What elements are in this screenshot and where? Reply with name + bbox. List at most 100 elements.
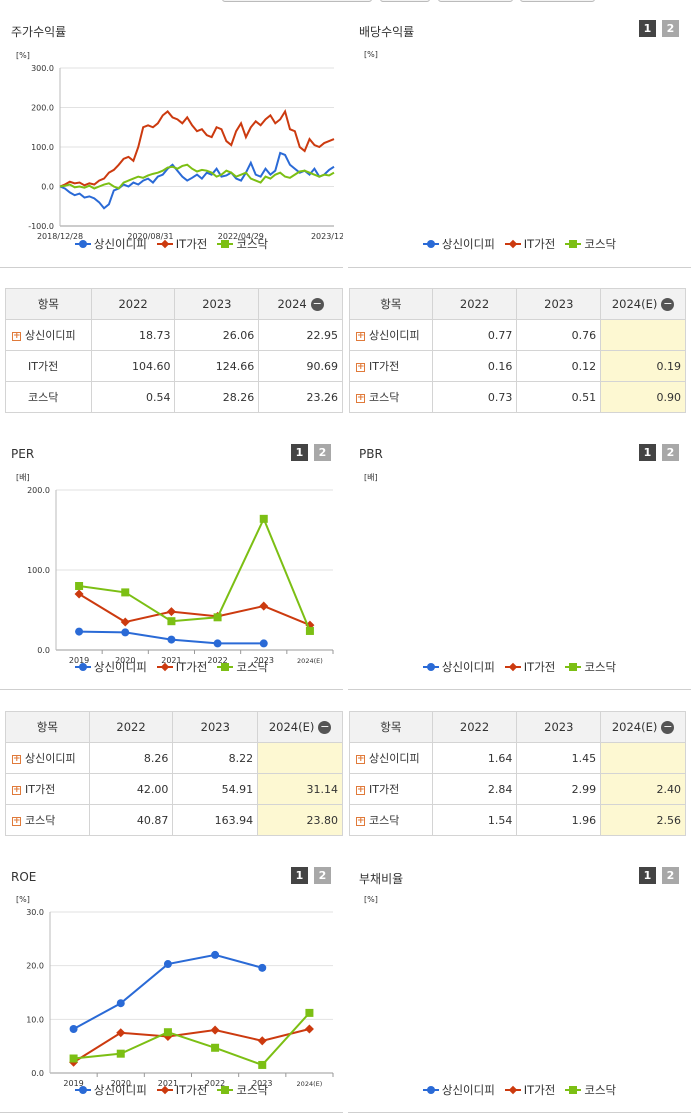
legend-item-s3: 코스닥 <box>565 659 616 675</box>
expand-icon[interactable]: + <box>356 815 365 826</box>
table-cell: 28.26 <box>174 381 260 413</box>
data-point-s1[interactable] <box>75 627 84 636</box>
table-cell: 104.60 <box>90 350 176 382</box>
data-point-s2[interactable] <box>210 1025 220 1035</box>
data-point-s2[interactable] <box>74 589 84 599</box>
expand-icon[interactable]: + <box>356 753 365 764</box>
top-tab-button[interactable] <box>520 0 595 2</box>
data-point-s3[interactable] <box>121 588 130 597</box>
data-point-s1[interactable] <box>116 999 125 1008</box>
row-name[interactable]: 코스닥 <box>5 381 92 413</box>
view-2-button[interactable]: 2 <box>314 867 331 884</box>
data-point-s3[interactable] <box>213 613 222 622</box>
data-point-s1[interactable] <box>69 1024 78 1033</box>
table-row: + IT가전 42.00 54.91 31.14 <box>5 773 343 805</box>
view-1-button[interactable]: 1 <box>291 867 308 884</box>
view-1-button[interactable]: 1 <box>639 20 656 37</box>
data-point-s1[interactable] <box>163 960 172 969</box>
top-tab-button[interactable] <box>380 0 430 2</box>
data-point-s1[interactable] <box>213 639 222 648</box>
expand-icon[interactable]: + <box>12 784 21 795</box>
chart-legend: 상신이디피 IT가전 코스닥 <box>348 236 691 252</box>
square-marker-icon <box>565 1086 582 1094</box>
data-point-s3[interactable] <box>163 1028 172 1037</box>
view-2-button[interactable]: 2 <box>662 867 679 884</box>
data-point-s3[interactable] <box>258 1060 267 1069</box>
data-point-s1[interactable] <box>259 639 268 648</box>
view-2-button[interactable]: 2 <box>314 444 331 461</box>
expand-icon[interactable]: + <box>356 330 365 341</box>
row-name[interactable]: + IT가전 <box>5 773 90 805</box>
data-point-s2[interactable] <box>259 601 269 611</box>
y-tick-label: -100.0 <box>28 222 54 231</box>
data-point-s2[interactable] <box>120 617 130 627</box>
expand-icon[interactable]: + <box>356 361 365 372</box>
expand-icon[interactable]: + <box>12 330 21 341</box>
data-point-s3[interactable] <box>305 626 314 635</box>
data-point-s3[interactable] <box>259 514 268 523</box>
circle-marker-icon <box>74 240 91 248</box>
row-name[interactable]: + 코스닥 <box>349 381 433 413</box>
table-cell: 0.12 <box>516 350 602 382</box>
legend-label: IT가전 <box>523 1083 556 1097</box>
data-point-s1[interactable] <box>258 963 267 972</box>
row-name[interactable]: + 상신이디피 <box>349 742 433 774</box>
view-1-button[interactable]: 1 <box>639 867 656 884</box>
view-2-button[interactable]: 2 <box>662 20 679 37</box>
data-point-s2[interactable] <box>304 1024 314 1034</box>
top-tab-button[interactable] <box>222 0 372 2</box>
data-point-s2[interactable] <box>116 1028 126 1038</box>
data-point-s3[interactable] <box>167 617 176 626</box>
data-point-s2[interactable] <box>257 1036 267 1046</box>
x-tick-label: 2023 <box>254 656 274 665</box>
y-unit-label: [%] <box>16 51 30 60</box>
top-tab-button[interactable] <box>438 0 513 2</box>
data-point-s3[interactable] <box>69 1054 78 1063</box>
row-name[interactable]: + 코스닥 <box>5 804 90 836</box>
data-point-s3[interactable] <box>75 582 84 590</box>
row-name[interactable]: + IT가전 <box>349 773 433 805</box>
row-name[interactable]: + IT가전 <box>349 350 433 382</box>
table-cell: 0.90 <box>600 381 686 413</box>
data-point-s1[interactable] <box>211 950 220 959</box>
table-cell <box>600 319 686 351</box>
row-name[interactable]: + 코스닥 <box>349 804 433 836</box>
data-point-s3[interactable] <box>305 1008 314 1017</box>
row-name[interactable]: + 상신이디피 <box>5 319 92 351</box>
table-cell: 42.00 <box>88 773 174 805</box>
collapse-icon[interactable]: − <box>318 720 332 734</box>
expand-icon[interactable]: + <box>356 392 365 403</box>
expand-icon[interactable]: + <box>12 815 21 826</box>
table-row: + 코스닥 0.73 0.51 0.90 <box>349 381 686 413</box>
row-name[interactable]: + 상신이디피 <box>5 742 90 774</box>
table-header-cell: 2024(E) − <box>600 288 686 320</box>
data-table-per: 항목 2022 2023 2024(E) − + 상신이디피 8.26 8.22 + IT가전 42.… <box>5 711 343 836</box>
view-1-button[interactable]: 1 <box>639 444 656 461</box>
x-tick-label: 2021 <box>158 1079 178 1088</box>
legend-label: 코스닥 <box>236 1083 269 1097</box>
x-tick-label: 2023/12/28 <box>311 232 343 241</box>
table-cell: 1.64 <box>431 742 518 774</box>
expand-icon[interactable]: + <box>356 784 365 795</box>
table-cell: 1.54 <box>431 804 518 836</box>
row-name[interactable]: + 상신이디피 <box>349 319 433 351</box>
data-point-s1[interactable] <box>167 635 176 644</box>
y-tick-label: 200.0 <box>31 104 54 113</box>
chart-legend: 상신이디피 IT가전 코스닥 <box>0 659 343 675</box>
table-cell: 0.19 <box>600 350 686 382</box>
chart-legend: 상신이디피 IT가전 코스닥 <box>0 1082 343 1098</box>
collapse-icon[interactable]: − <box>310 297 324 311</box>
data-point-s3[interactable] <box>116 1049 125 1058</box>
view-1-button[interactable]: 1 <box>291 444 308 461</box>
collapse-icon[interactable]: − <box>661 297 675 311</box>
data-point-s1[interactable] <box>121 628 130 637</box>
row-name[interactable]: IT가전 <box>5 350 92 382</box>
legend-item-s1: 상신이디피 <box>74 236 147 252</box>
top-strip <box>0 0 691 4</box>
view-2-button[interactable]: 2 <box>662 444 679 461</box>
expand-icon[interactable]: + <box>12 753 21 764</box>
data-point-s3[interactable] <box>211 1043 220 1052</box>
data-point-s2[interactable] <box>166 607 176 617</box>
collapse-icon[interactable]: − <box>661 720 675 734</box>
data-table-dividend: 항목 2022 2023 2024(E) − + 상신이디피 0.77 0.76 + IT가전 0.1… <box>349 288 686 413</box>
